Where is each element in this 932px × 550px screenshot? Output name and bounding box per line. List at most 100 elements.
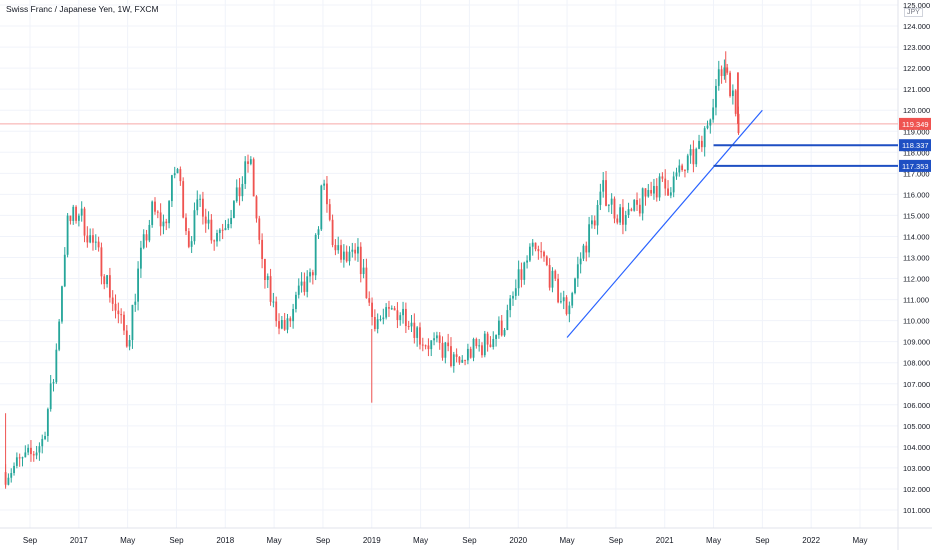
x-tick-label: Sep	[462, 536, 477, 545]
candle-body	[430, 340, 433, 350]
y-tick-label: 118.000	[903, 148, 930, 157]
candle-body	[238, 187, 241, 197]
candle-body	[323, 183, 326, 186]
candle-body	[379, 319, 382, 321]
candle-body	[46, 409, 49, 437]
candle-body	[283, 320, 286, 330]
candle-body	[131, 304, 134, 341]
candle-body	[599, 191, 602, 205]
candle-body	[18, 457, 21, 459]
y-tick-label: 104.000	[903, 443, 930, 452]
candle-body	[69, 215, 72, 221]
candle-body	[712, 107, 715, 120]
candle-body	[574, 278, 576, 294]
candle-body	[120, 314, 123, 316]
candle-body	[404, 308, 407, 327]
candle-body	[199, 198, 202, 200]
y-tick-label: 120.000	[903, 106, 930, 115]
candle-body	[55, 349, 58, 383]
candle-body	[75, 206, 77, 221]
candle-body	[678, 165, 681, 173]
candle-body	[145, 234, 148, 241]
y-tick-label: 106.000	[903, 401, 930, 410]
candle-body	[650, 190, 653, 194]
candle-body	[154, 201, 156, 212]
candle-body	[354, 249, 357, 254]
candle-body	[269, 276, 272, 302]
candle-body	[311, 272, 314, 276]
candle-body	[272, 301, 275, 303]
candle-body	[295, 294, 297, 309]
candle-body	[723, 67, 726, 76]
candle-body	[351, 249, 354, 252]
candle-body	[165, 221, 168, 224]
candle-body	[213, 240, 216, 242]
candle-body	[557, 278, 560, 303]
candle-body	[35, 452, 38, 456]
candle-body	[334, 244, 337, 251]
candle-body	[540, 251, 543, 253]
x-tick-label: 2020	[509, 536, 527, 545]
candle-body	[559, 301, 562, 303]
candle-body	[658, 176, 661, 198]
y-tick-label: 116.000	[903, 190, 930, 199]
candle-body	[170, 175, 173, 202]
x-tick-label: May	[706, 536, 721, 545]
candle-body	[368, 298, 371, 303]
last-price-tag	[899, 117, 931, 130]
x-tick-label: May	[413, 536, 428, 545]
candle-body	[227, 224, 230, 229]
candle-body	[469, 348, 472, 358]
candle-body	[337, 245, 340, 251]
candle-body	[331, 219, 334, 245]
candle-body	[568, 305, 571, 315]
candle-body	[734, 90, 737, 114]
y-tick-label: 107.000	[903, 380, 930, 389]
candle-body	[278, 321, 280, 329]
candle-body	[89, 235, 92, 243]
candle-body	[602, 180, 605, 192]
candle-body	[596, 204, 599, 226]
candle-body	[520, 269, 523, 280]
candle-body	[636, 199, 638, 205]
candle-body	[717, 69, 720, 86]
y-tick-label: 109.000	[903, 338, 930, 347]
candle-body	[523, 262, 526, 280]
candle-body	[461, 359, 464, 363]
currency-badge[interactable]: JPY	[904, 8, 923, 17]
candle-body	[216, 233, 218, 242]
candle-body	[117, 310, 120, 315]
candle-body	[543, 251, 545, 257]
candle-body	[359, 246, 362, 275]
candle-body	[83, 208, 86, 236]
candle-body	[362, 267, 365, 275]
x-tick-label: Sep	[316, 536, 331, 545]
y-tick-label: 108.000	[903, 359, 930, 368]
y-tick-label: 119.000	[903, 127, 930, 136]
candle-body	[30, 447, 32, 455]
candle-body	[576, 264, 579, 279]
candle-body	[605, 180, 607, 206]
candle-body	[148, 224, 151, 241]
level-price-label: 117.353	[902, 162, 929, 171]
candle-body	[424, 345, 427, 347]
y-tick-label: 121.000	[903, 85, 930, 94]
candle-body	[376, 319, 379, 329]
candle-body	[103, 276, 106, 285]
candle-body	[300, 281, 303, 286]
candle-body	[624, 215, 627, 225]
candle-body	[551, 270, 554, 288]
candle-body	[478, 345, 481, 347]
candle-body	[410, 322, 413, 327]
y-tick-label: 122.000	[903, 64, 930, 73]
candle-body	[458, 356, 461, 363]
candle-body	[92, 235, 94, 243]
candle-body	[402, 308, 404, 316]
candle-body	[706, 125, 709, 129]
candle-body	[345, 251, 348, 262]
candle-body	[247, 161, 249, 164]
candle-body	[168, 201, 171, 224]
candle-body	[80, 208, 83, 216]
